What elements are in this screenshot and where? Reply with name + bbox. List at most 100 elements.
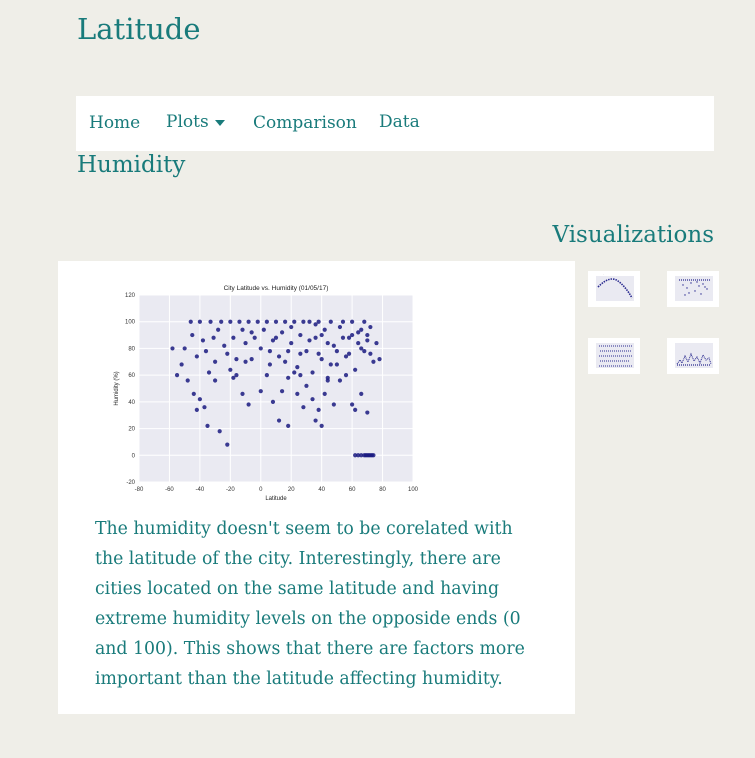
data-point [213,378,218,383]
data-point [365,338,370,343]
data-point [313,335,318,340]
data-point [298,332,303,338]
data-point [362,349,367,354]
thumbnail-wind-speed[interactable] [667,338,719,374]
data-point [334,349,339,354]
thumbnail-temperature-image: . [596,272,634,301]
data-point [331,343,336,348]
brand-title[interactable]: Latitude [77,12,201,46]
data-point [337,378,343,383]
data-point [258,346,263,351]
data-point [304,383,309,388]
data-point [243,359,248,364]
x-tick-label: -80 [135,487,144,493]
content-panel: -80 -60 -40 -20 0 20 40 60 80 100 -20 0 20 40 60 80 100 1… [58,261,575,714]
nav-comparison[interactable]: Comparison [253,113,357,133]
data-point [208,319,213,324]
data-point [292,319,297,324]
y-tick-label: 80 [128,346,135,352]
nav-plots-dropdown[interactable]: Plots [166,112,225,132]
data-point [292,370,297,375]
data-point [365,410,370,415]
data-point [316,319,321,324]
data-point [255,319,260,324]
data-point [310,370,315,375]
data-point [319,423,324,428]
data-point [231,335,236,340]
data-point [359,346,364,351]
data-point [234,373,239,378]
data-point [313,418,318,423]
x-tick-label: -40 [196,487,205,493]
data-point [200,338,206,343]
plot-area [139,295,413,482]
x-tick-label: 0 [259,487,263,493]
y-tick-label: 120 [125,293,136,299]
data-point [279,330,285,335]
data-point [316,407,321,412]
data-point [316,351,321,356]
data-point [289,340,294,346]
thumbnail-humidity[interactable] [667,271,719,307]
data-point [310,397,315,402]
svg-text:.: . [603,272,604,276]
x-tick-label: 40 [318,487,325,493]
data-point [301,405,306,410]
data-point [249,357,254,362]
data-point [322,391,327,396]
data-point [289,324,294,330]
data-point [225,351,230,356]
data-point [258,389,263,394]
data-point [216,327,221,332]
data-point [170,346,175,351]
data-point [225,442,230,447]
nav-home[interactable]: Home [89,113,141,133]
data-point [337,324,343,330]
nav-plots-label: Plots [166,112,209,132]
data-point [325,375,330,380]
data-point [368,324,373,330]
data-point [356,453,361,458]
data-point [190,332,195,338]
data-point [197,397,202,402]
data-point [206,370,212,375]
data-point [188,319,193,324]
data-point [279,389,285,394]
x-tick-label: -20 [226,487,235,493]
data-point [270,338,276,343]
data-point [264,373,269,378]
data-point [365,332,370,338]
thumbnail-cloudiness[interactable] [588,338,640,374]
page-title: Humidity [77,152,186,178]
data-point [328,319,333,324]
data-point [234,357,239,362]
data-point [359,453,364,458]
data-point [240,327,245,332]
data-point [340,319,346,324]
caret-down-icon [214,119,225,126]
data-point [213,359,218,364]
thumbnail-temperature[interactable]: . [588,271,640,307]
data-point [264,319,269,324]
chart-title: City Latitude vs. Humidity (01/05/17) [224,285,329,292]
data-point [217,429,222,434]
data-point [228,367,233,372]
data-point [368,351,373,356]
y-tick-label: 100 [125,320,136,326]
nav-data[interactable]: Data [379,112,420,132]
data-point [283,359,288,364]
data-point [283,319,288,324]
data-point [298,351,303,356]
data-point [194,407,199,412]
thumbnail-cloudiness-image [596,343,634,368]
data-point [340,335,346,340]
y-tick-label: 60 [128,373,135,379]
data-point [179,362,184,367]
data-point [304,349,309,354]
y-tick-label: -20 [126,480,135,486]
data-point [346,335,352,340]
data-point [261,327,266,332]
x-tick-label: -60 [165,487,174,493]
data-point [211,335,216,340]
data-point [203,349,209,354]
